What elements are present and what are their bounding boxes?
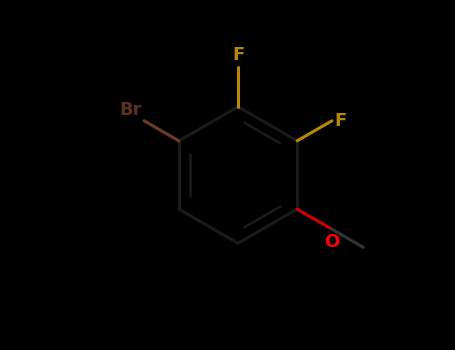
Text: Br: Br [120,101,142,119]
Text: F: F [232,46,244,64]
Text: F: F [335,112,347,130]
Text: O: O [324,233,339,251]
